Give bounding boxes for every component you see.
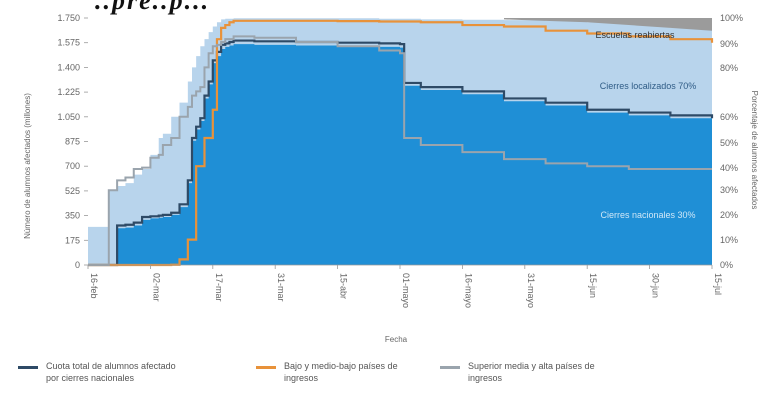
y-tick-label: 1.750 <box>57 13 80 23</box>
annotation-local-closures: Cierres localizados 70% <box>600 81 697 91</box>
y2-tick-label: 30% <box>720 185 738 195</box>
x-tick-label: 30-jun <box>651 273 661 298</box>
y-tick-label: 175 <box>65 235 80 245</box>
legend-item-high-income: Superior media y alta países de ingresos <box>440 360 608 384</box>
legend-swatch <box>440 366 460 369</box>
x-tick-label: 01-mayo <box>401 273 411 308</box>
y2-tick-label: 60% <box>720 112 738 122</box>
right-y-axis: 0% 10% 20% 30% 40% 50% 60% 80% 90% 100% <box>720 13 743 270</box>
annotation-reopened: Escuelas reabiertas <box>595 30 675 40</box>
x-axis-title: Fecha <box>385 335 408 344</box>
y2-tick-label: 0% <box>720 260 733 270</box>
y2-tick-label: 40% <box>720 163 738 173</box>
x-tick-label: 31-mayo <box>526 273 536 308</box>
y2-tick-label: 90% <box>720 39 738 49</box>
y-tick-label: 350 <box>65 211 80 221</box>
legend-label: Cuota total de alumnos afectado por cier… <box>46 361 176 383</box>
y-tick-label: 1.050 <box>57 112 80 122</box>
annotation-national-closures: Cierres nacionales 30% <box>600 210 695 220</box>
legend: Cuota total de alumnos afectado por cier… <box>18 360 758 396</box>
x-axis: 16-feb 02-mar 17-mar 31-mar 15-abr 01-mayo 16-… <box>87 264 723 308</box>
legend-label: Superior media y alta países de ingresos <box>468 361 595 383</box>
y-tick-label: 1.400 <box>57 62 80 72</box>
y-tick-label: 0 <box>75 260 80 270</box>
x-tick-label: 16-mayo <box>463 273 473 308</box>
x-tick-label: 02-mar <box>151 273 161 302</box>
y-axis: 0 175 350 525 700 875 1.050 1.225 1.400 1.575 1.75… <box>57 13 88 270</box>
area-national-closures <box>88 44 712 266</box>
y-tick-label: 700 <box>65 161 80 171</box>
y2-tick-label: 10% <box>720 235 738 245</box>
y-tick-label: 1.575 <box>57 38 80 48</box>
x-tick-label: 15-jun <box>588 273 598 298</box>
x-tick-label: 15-jul <box>713 273 723 295</box>
plot-area <box>88 18 714 267</box>
y2-tick-label: 100% <box>720 13 743 23</box>
legend-swatch <box>18 366 38 369</box>
y-tick-label: 525 <box>65 186 80 196</box>
title-fragment: ..pre..p... <box>95 0 211 15</box>
legend-item-total: Cuota total de alumnos afectado por cier… <box>18 360 186 384</box>
y-tick-label: 1.225 <box>57 87 80 97</box>
legend-label: Bajo y medio-bajo países de ingresos <box>284 361 398 383</box>
y2-tick-label: 20% <box>720 210 738 220</box>
line-high-income <box>88 35 712 266</box>
y2-tick-label: 80% <box>720 63 738 73</box>
x-tick-label: 31-mar <box>276 273 286 302</box>
right-y-axis-title: Porcentaje de alumnos afectados <box>750 91 759 210</box>
area-chart: 0 175 350 525 700 875 1.050 1.225 1.400 1.575 1.75… <box>23 13 759 344</box>
x-tick-label: 16-feb <box>89 273 99 299</box>
area-schools-reopened <box>504 18 712 31</box>
y-axis-title: Número de alumnos afectados (millones) <box>23 93 32 239</box>
x-tick-label: 17-mar <box>214 273 224 302</box>
y-tick-label: 875 <box>65 137 80 147</box>
legend-swatch <box>256 366 276 369</box>
line-low-income <box>88 19 714 267</box>
x-tick-label: 15-abr <box>339 273 349 299</box>
legend-item-low-income: Bajo y medio-bajo países de ingresos <box>256 360 424 384</box>
y2-tick-label: 50% <box>720 138 738 148</box>
